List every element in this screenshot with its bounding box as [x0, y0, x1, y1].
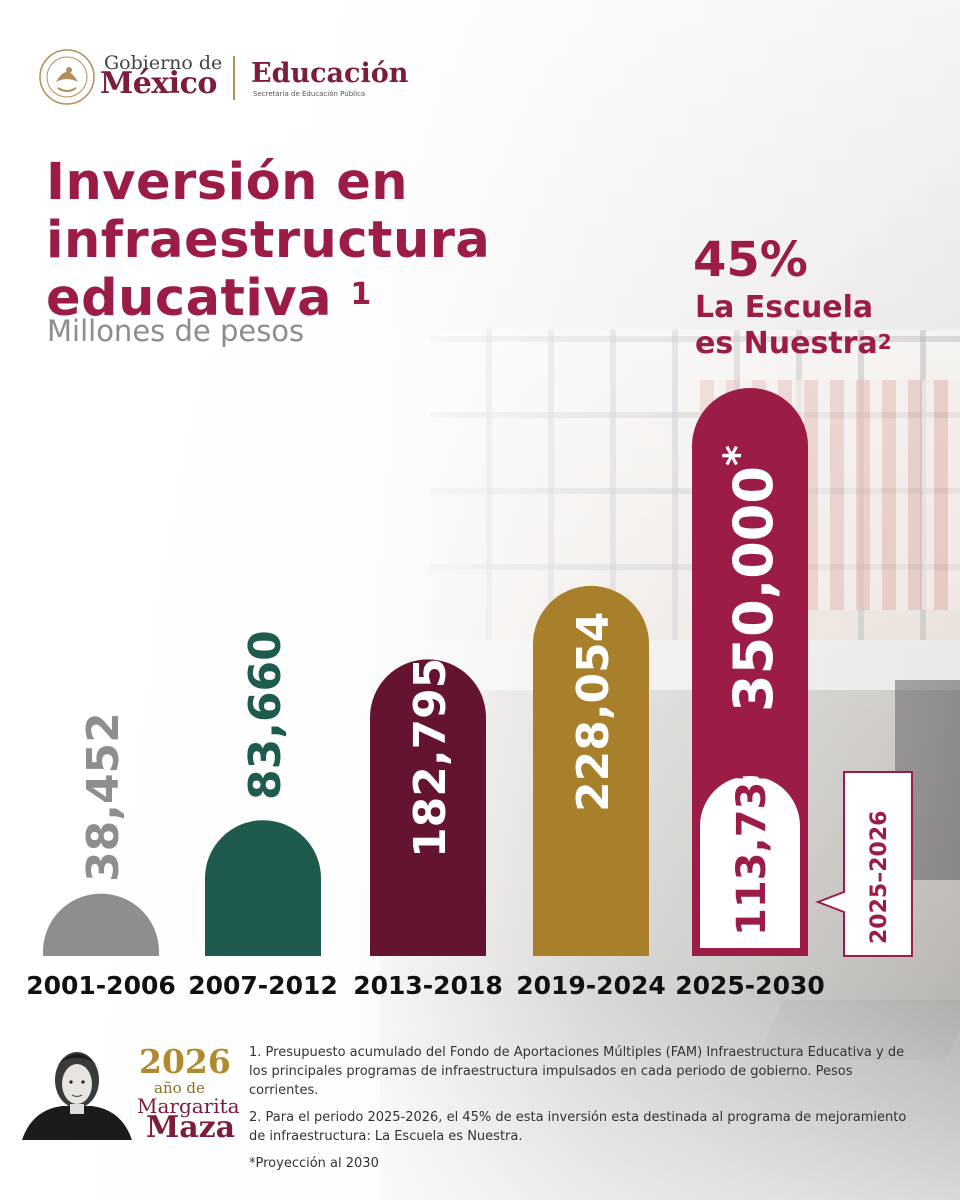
- data-label-2007-2012: 83,660: [240, 630, 291, 800]
- data-label-2019-2024: 228,054: [568, 612, 619, 812]
- title-note-mark: 1: [350, 277, 372, 312]
- footnote-3: *Proyección al 2030: [249, 1156, 379, 1171]
- year-2026: 2026: [139, 1042, 231, 1081]
- page-title: Inversión en infraestructura educativa 1: [46, 154, 606, 328]
- x-tick-2001-2006: 2001-2006: [26, 971, 176, 1000]
- title-line-1: Inversión en: [46, 153, 409, 212]
- highlight-label-line-2: es Nuestra: [695, 326, 878, 361]
- inner-bar-value-label: 113,732: [729, 754, 775, 936]
- header-separator: [233, 56, 235, 100]
- x-tick-2019-2024: 2019-2024: [516, 971, 666, 1000]
- margarita-maza-portrait: [22, 1052, 132, 1140]
- footnote-1: 1. Presupuesto acumulado del Fondo de Ap…: [249, 1045, 905, 1098]
- bar-2019-2024: [533, 585, 649, 956]
- title-line-3: educativa: [46, 269, 333, 328]
- projection-mark: *: [716, 445, 762, 466]
- data-label-2025-2030: 350,000*: [716, 445, 785, 712]
- footnotes: 1. Presupuesto acumulado del Fondo de Ap…: [249, 1043, 909, 1181]
- margarita-text: Margarita: [137, 1094, 240, 1118]
- secretaria-text: Secretaría de Educación Pública: [253, 90, 366, 98]
- highlight-note-mark: 2: [877, 330, 892, 354]
- highlight-label-line-1: La Escuela: [695, 290, 874, 325]
- footnote-2: 2. Para el periodo 2025-2026, el 45% de …: [249, 1110, 907, 1144]
- x-tick-2007-2012: 2007-2012: [188, 971, 338, 1000]
- title-line-2: infraestructura: [46, 211, 491, 270]
- x-tick-2013-2018: 2013-2018: [353, 971, 503, 1000]
- bar-2001-2006: [43, 893, 159, 956]
- bar-2013-2018: [370, 659, 486, 956]
- x-tick-2025-2030: 2025-2030: [675, 971, 825, 1000]
- period-callout-box: [815, 771, 913, 957]
- period-callout-label: 2025–2026: [867, 811, 892, 944]
- subtitle-units: Millones de pesos: [47, 314, 305, 348]
- year-de-text: año de: [154, 1079, 205, 1097]
- educacion-logo-text: Educación: [251, 58, 409, 89]
- highlight-percent: 45%: [693, 232, 808, 288]
- highlight-label: La Escuela es Nuestra2: [695, 290, 935, 362]
- mexico-text: México: [100, 66, 217, 101]
- data-label-2001-2006: 38,452: [78, 712, 129, 882]
- data-label-2013-2018: 182,795: [405, 658, 456, 858]
- bar-2007-2012: [205, 820, 321, 956]
- gobierno-de-text: Gobierno de: [104, 52, 223, 74]
- mexico-seal-logo: [39, 49, 95, 105]
- inner-bar-2025-2026: [700, 776, 800, 948]
- maza-text: Maza: [146, 1110, 236, 1145]
